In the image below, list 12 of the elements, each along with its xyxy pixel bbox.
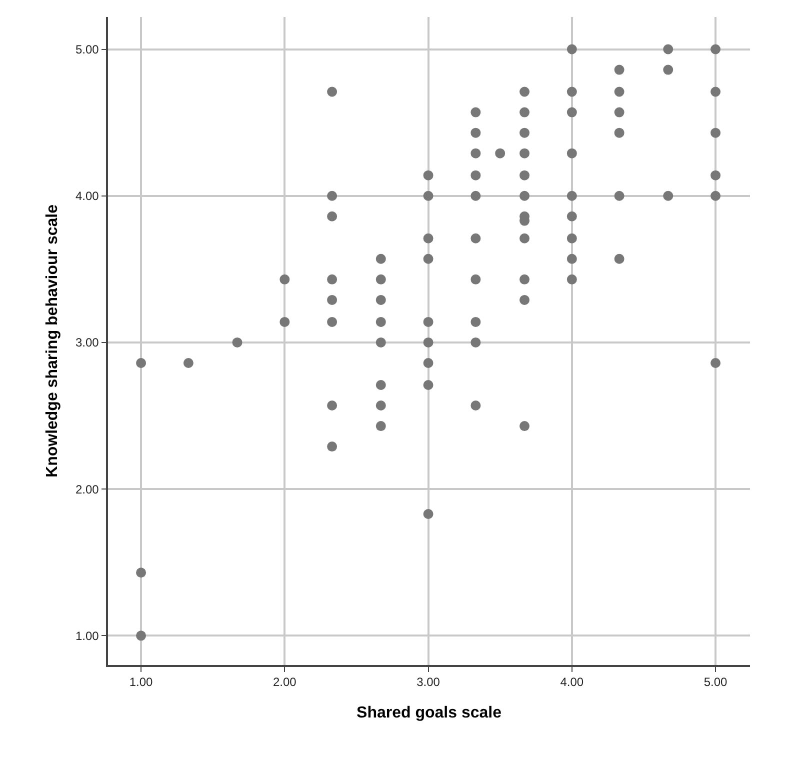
x-tick-label: 3.00 [416, 675, 440, 690]
y-axis-title: Knowledge sharing behaviour scale [44, 204, 61, 478]
x-tick-label: 2.00 [272, 675, 297, 690]
x-tick-label: 5.00 [704, 675, 728, 690]
x-axis-title: Shared goals scale [356, 704, 502, 722]
y-tick-label: 2.00 [75, 482, 100, 496]
y-tick-label: 5.00 [75, 42, 100, 56]
y-tick-label: 3.00 [75, 336, 100, 350]
x-tick-label: 1.00 [129, 675, 154, 690]
y-tick-label: 4.00 [75, 189, 100, 204]
x-tick-label: 4.00 [560, 675, 584, 690]
y-tick-label: 1.00 [75, 628, 100, 643]
